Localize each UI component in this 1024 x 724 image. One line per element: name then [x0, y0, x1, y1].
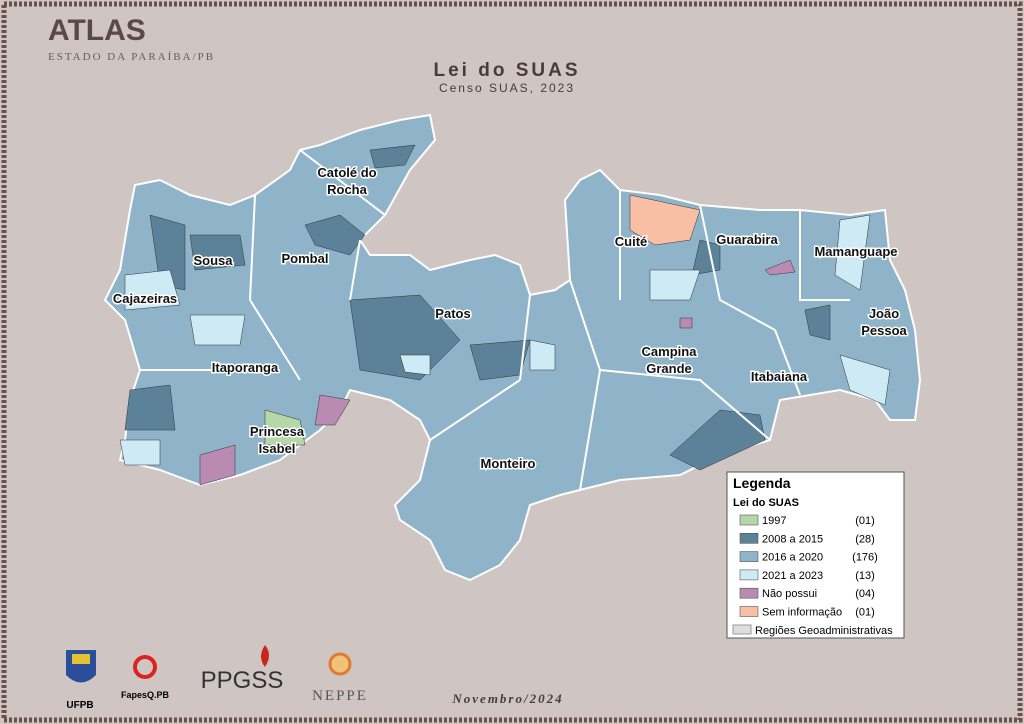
municipality: [189, 314, 246, 346]
legend-count: (01): [855, 607, 875, 619]
ufpb-crest-detail: [72, 654, 90, 664]
municipality: [189, 234, 246, 271]
region-boundary: [299, 149, 386, 216]
region-label: Catolé do: [317, 165, 376, 180]
legend-label: 1997: [762, 515, 786, 527]
legend-label: 2008 a 2015: [762, 533, 823, 545]
region-boundary: [699, 204, 776, 331]
map-subtitle: Censo SUAS, 2023: [439, 81, 575, 95]
region-boundary: [599, 369, 771, 441]
legend-count: (176): [852, 552, 878, 564]
state: ESTADO DA PARAÍBA/PB: [48, 51, 215, 63]
region-boundary: [249, 299, 301, 381]
logo-text: UFPB: [66, 700, 93, 711]
region-boundary: [774, 329, 801, 396]
municipality: [649, 269, 701, 301]
legend-swatch: [739, 587, 759, 599]
legend-label: 2016 a 2020: [762, 552, 823, 564]
brand: ATLAS: [48, 14, 146, 47]
legend-swatch: [739, 569, 759, 581]
footer-date: Novembro/2024: [451, 691, 563, 706]
region-label: Princesa: [250, 424, 305, 439]
municipality: [804, 304, 831, 341]
logo-text: PPGSS: [201, 667, 284, 694]
region-labels: Catolé do Rocha Sousa Pombal Cajazeiras Patos…: [111, 164, 909, 473]
fapesq-mark: [133, 655, 157, 679]
boundary-swatch: [732, 624, 752, 635]
region-label: Cuité: [615, 234, 648, 249]
logo-text: FapesQ.PB: [121, 690, 170, 700]
region-label: Sousa: [193, 253, 233, 268]
map-title: Lei do SUAS: [433, 60, 580, 81]
legend-label: Sem informação: [762, 607, 842, 619]
legend-count: (04): [855, 588, 875, 600]
region-label: Itabaiana: [751, 369, 808, 384]
region-label: Rocha: [327, 182, 368, 197]
region-label: Isabel: [259, 441, 296, 456]
region-boundary: [429, 379, 521, 441]
municipality: [529, 339, 556, 371]
municipality: [764, 259, 796, 276]
region-boundary: [249, 194, 256, 301]
municipality: [199, 444, 236, 486]
region-label: Mamanguape: [814, 244, 897, 259]
region-label: João: [869, 306, 899, 321]
neppe-mark: [328, 652, 352, 676]
legend-label: 2021 a 2023: [762, 570, 823, 582]
region-label: Grande: [646, 361, 692, 376]
legend-count: (13): [855, 570, 875, 582]
legend-label: Não possui: [762, 588, 817, 600]
region-label: Guarabira: [716, 232, 778, 247]
logo-text: NEPPE: [312, 688, 368, 704]
legend-title: Legenda: [733, 475, 791, 491]
region-boundary: [799, 210, 850, 301]
municipality: [669, 409, 766, 471]
municipality: [839, 354, 891, 406]
municipality: [369, 144, 416, 169]
boundary-label: Regiões Geoadministrativas: [755, 625, 893, 637]
municipality: [679, 317, 693, 329]
logos: UFPB FapesQ.PB PPGSS NEPPE: [66, 645, 368, 711]
ppgss-flame: [261, 645, 269, 667]
region-label: Itaporanga: [212, 360, 279, 375]
region-label: Cajazeiras: [113, 291, 177, 306]
legend-subtitle: Lei do SUAS: [733, 497, 799, 509]
municipality: [264, 409, 306, 446]
municipality: [304, 214, 366, 256]
legend-swatch: [739, 532, 759, 544]
municipality: [349, 294, 461, 381]
map: [103, 113, 922, 582]
legend-count: (01): [855, 515, 875, 527]
region-boundary: [349, 239, 361, 301]
legend-swatch: [739, 514, 759, 526]
municipality: [834, 214, 871, 291]
municipality: [399, 354, 431, 376]
region-boundary: [519, 294, 531, 381]
municipality: [124, 269, 181, 311]
region-label: Pombal: [282, 251, 329, 266]
legend-swatch: [739, 551, 759, 562]
municipality: [314, 394, 351, 426]
region-label: Campina: [642, 344, 698, 359]
region-label: Patos: [435, 306, 470, 321]
legend: Legenda Lei do SUAS Regiões Geoadministr…: [726, 471, 905, 639]
municipality: [119, 439, 161, 466]
region-label: Pessoa: [861, 323, 907, 338]
region-label: Monteiro: [481, 456, 536, 471]
legend-swatch: [739, 606, 759, 617]
municipality: [124, 384, 176, 431]
legend-count: (28): [855, 533, 875, 545]
municipality: [629, 194, 701, 246]
